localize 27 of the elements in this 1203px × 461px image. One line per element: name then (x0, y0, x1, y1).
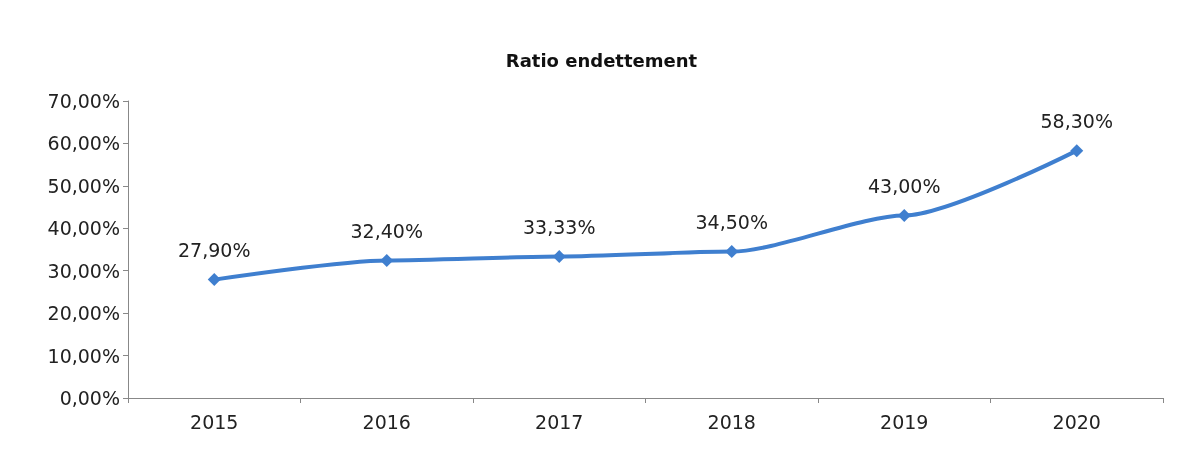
y-tick-label: 30,00% (47, 259, 120, 282)
y-tick-label: 20,00% (47, 302, 120, 325)
y-tick-label: 50,00% (47, 174, 120, 197)
chart-title: Ratio endettement (505, 49, 698, 71)
data-label: 32,40% (350, 219, 423, 242)
data-label: 58,30% (1040, 109, 1113, 132)
data-label: 33,33% (523, 215, 596, 238)
x-tick-label: 2018 (707, 410, 756, 433)
y-tick-label: 10,00% (47, 344, 120, 367)
x-tick-label: 2020 (1052, 410, 1101, 433)
y-tick-label: 40,00% (47, 217, 120, 240)
data-label: 34,50% (695, 210, 768, 233)
y-tick-label: 0,00% (59, 387, 120, 409)
y-tick-label: 70,00% (47, 90, 120, 112)
x-tick-label: 2015 (190, 410, 239, 433)
point (1070, 144, 1084, 158)
x-tick-label: 2017 (535, 410, 584, 433)
point (207, 273, 221, 287)
data-label: 43,00% (868, 174, 941, 197)
point (552, 250, 566, 264)
x-tick-label: 2016 (362, 410, 411, 433)
data-label: 27,90% (178, 238, 251, 261)
y-tick-label: 60,00% (47, 132, 120, 155)
x-tick-label: 2019 (880, 410, 929, 433)
point (725, 245, 739, 259)
point (897, 209, 911, 223)
point (380, 254, 394, 268)
